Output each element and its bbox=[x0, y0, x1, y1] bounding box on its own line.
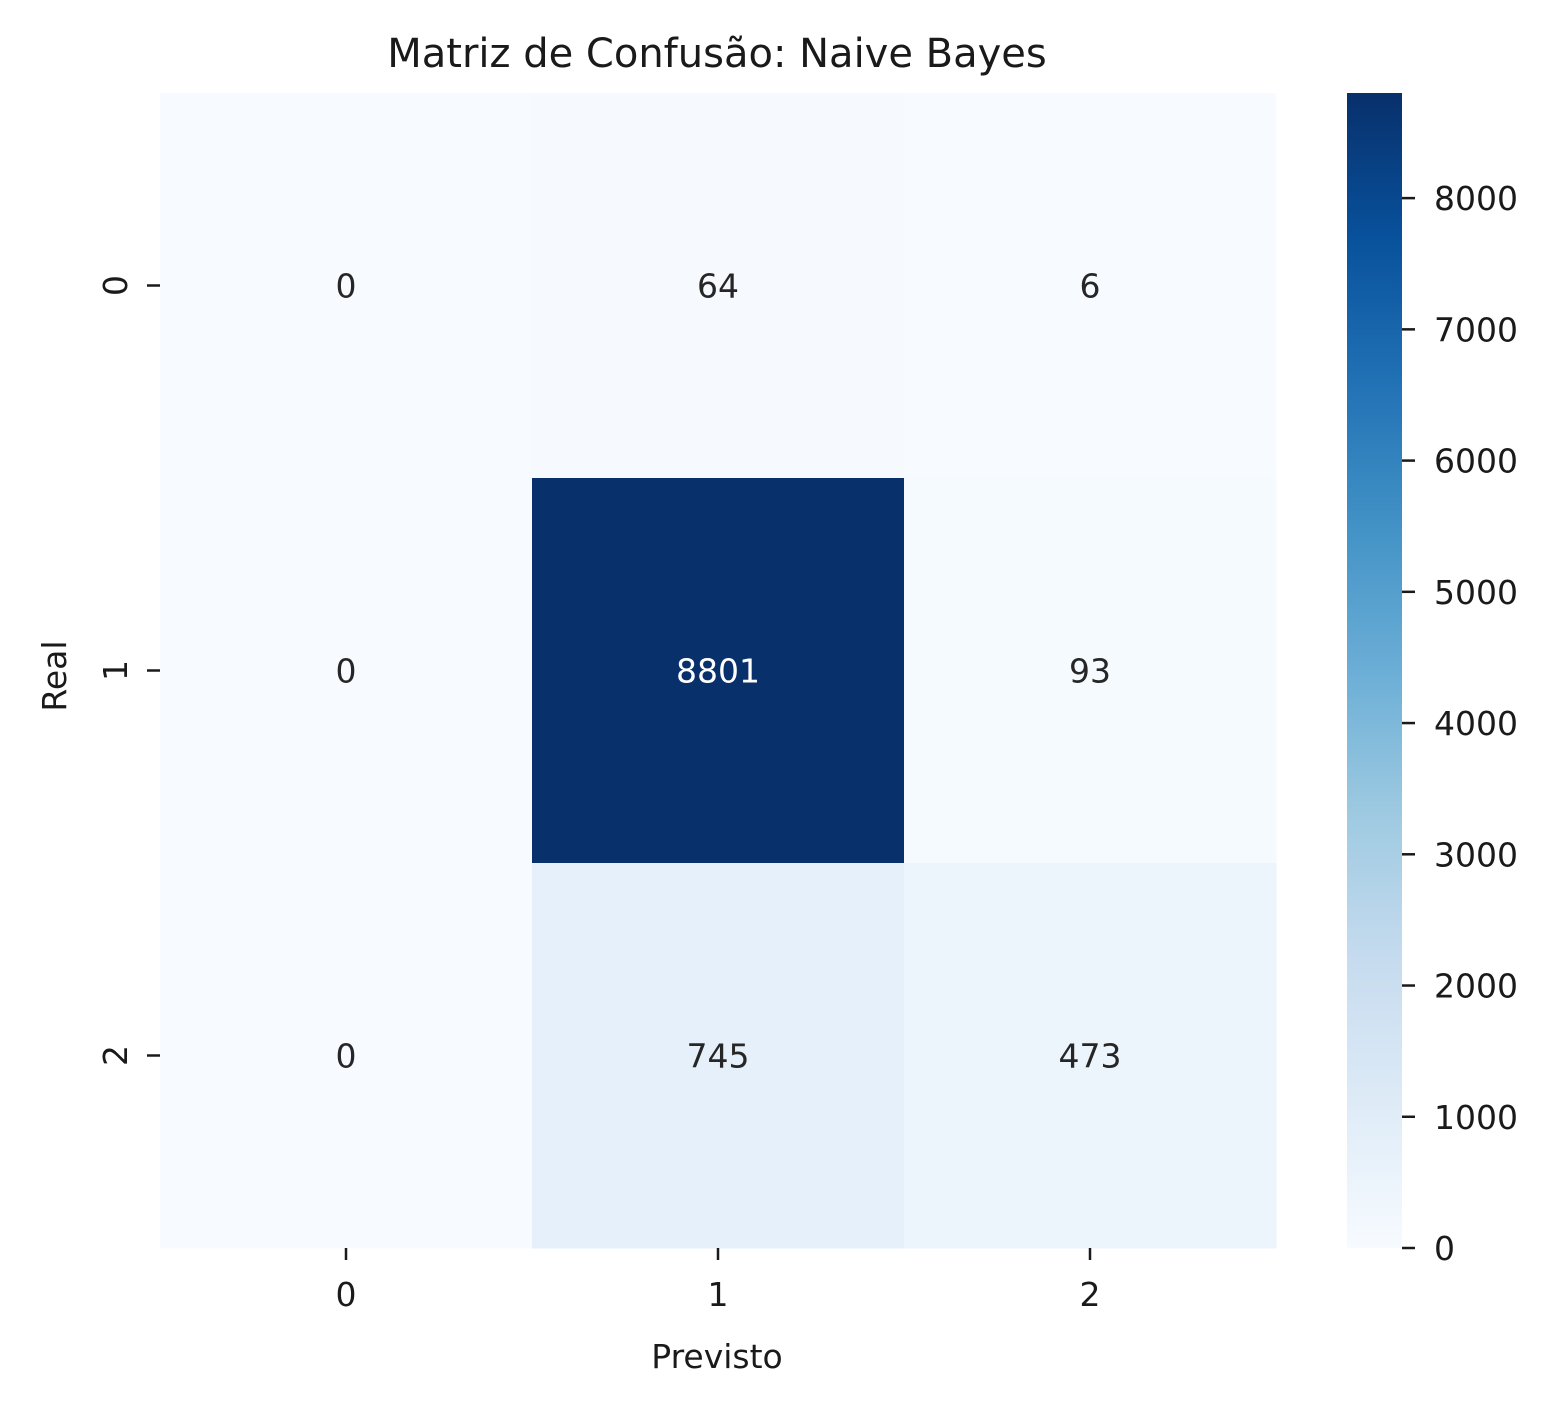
heatmap-cell-0-0 bbox=[160, 93, 533, 479]
cell-value-0-0: 0 bbox=[336, 267, 357, 306]
x-axis-ticks: 0 1 2 bbox=[336, 1248, 1101, 1314]
colorbar-tick-label-1: 1000 bbox=[1434, 1098, 1518, 1137]
heatmap-cell-0-1 bbox=[532, 93, 905, 479]
x-axis-label: Previsto bbox=[651, 1337, 782, 1376]
colorbar-ticks: 0 1000 2000 3000 4000 5000 6000 7000 8000 bbox=[1402, 179, 1518, 1268]
heatmap-cell-2-0 bbox=[160, 863, 533, 1249]
colorbar-tick-label-8: 8000 bbox=[1434, 179, 1518, 218]
y-axis-label: Real bbox=[35, 640, 74, 711]
heatmap-cell-1-2 bbox=[904, 478, 1277, 864]
cell-value-1-0: 0 bbox=[336, 652, 357, 691]
cell-value-2-0: 0 bbox=[336, 1037, 357, 1076]
cell-value-0-2: 6 bbox=[1080, 267, 1101, 306]
colorbar-tick-label-5: 5000 bbox=[1434, 573, 1518, 612]
colorbar-tick-label-3: 3000 bbox=[1434, 835, 1518, 874]
x-tick-label-2: 2 bbox=[1080, 1275, 1101, 1314]
colorbar-tick-label-2: 2000 bbox=[1434, 967, 1518, 1006]
heatmap-cells bbox=[160, 93, 1277, 1249]
x-tick-label-0: 0 bbox=[336, 1275, 357, 1314]
heatmap-cell-0-2 bbox=[904, 93, 1277, 479]
y-tick-label-0: 0 bbox=[96, 275, 135, 296]
y-tick-label-1: 1 bbox=[96, 660, 135, 681]
colorbar-tick-label-6: 6000 bbox=[1434, 442, 1518, 481]
y-axis-ticks: 0 1 2 bbox=[96, 275, 160, 1066]
cell-value-2-1: 745 bbox=[687, 1037, 750, 1076]
colorbar-tick-label-7: 7000 bbox=[1434, 310, 1518, 349]
colorbar-tick-label-4: 4000 bbox=[1434, 704, 1518, 743]
cell-value-1-1: 8801 bbox=[676, 652, 760, 691]
y-tick-label-2: 2 bbox=[96, 1045, 135, 1066]
cell-value-2-2: 473 bbox=[1059, 1037, 1122, 1076]
heatmap-cell-1-1 bbox=[532, 478, 905, 864]
colorbar-tick-label-0: 0 bbox=[1434, 1229, 1455, 1268]
heatmap-cell-2-1 bbox=[532, 863, 905, 1249]
chart-title: Matriz de Confusão: Naive Bayes bbox=[387, 31, 1047, 77]
heatmap-cell-1-0 bbox=[160, 478, 533, 864]
colorbar bbox=[1347, 93, 1402, 1248]
heatmap-cell-2-2 bbox=[904, 863, 1277, 1249]
x-tick-label-1: 1 bbox=[708, 1275, 729, 1314]
cell-annotations: 0 64 6 0 8801 93 0 745 473 bbox=[336, 267, 1122, 1076]
cell-value-0-1: 64 bbox=[697, 267, 739, 306]
cell-value-1-2: 93 bbox=[1069, 652, 1111, 691]
